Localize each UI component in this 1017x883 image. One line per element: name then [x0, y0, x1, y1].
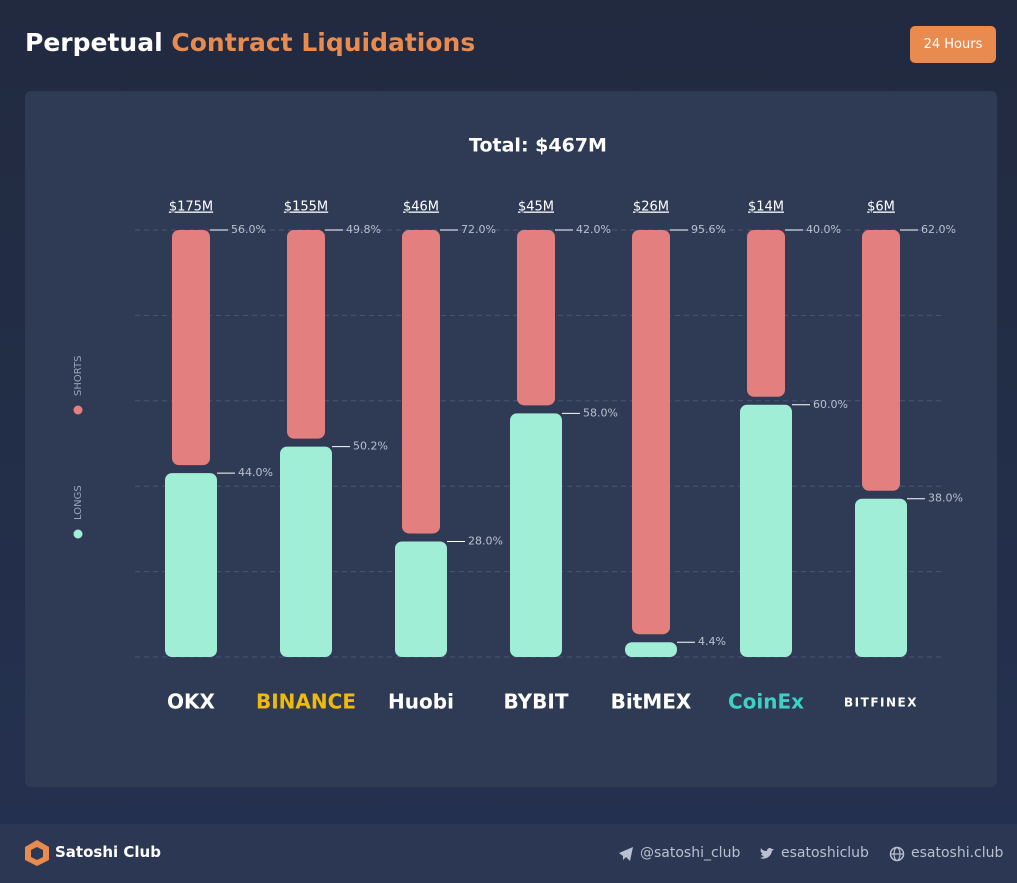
total-label: $45M	[518, 200, 554, 215]
longs-bar	[510, 413, 562, 657]
exchange-logo: BYBIT	[504, 690, 569, 714]
shorts-label: 72.0%	[461, 223, 496, 236]
period-badge[interactable]: 24 Hours	[910, 26, 996, 63]
shorts-label: 42.0%	[576, 223, 611, 236]
shorts-label: 40.0%	[806, 223, 841, 236]
exchange-logo: BINANCE	[256, 690, 356, 714]
longs-bar	[625, 642, 677, 657]
longs-bar	[740, 404, 792, 657]
chart: Total: $467M SHORTS LONGS $175M 56.0% 44.0% O…	[73, 135, 963, 714]
longs-label: 4.4%	[698, 635, 726, 648]
shorts-bar	[402, 230, 440, 534]
shorts-label: 56.0%	[231, 223, 266, 236]
footer: Satoshi Club @satoshi_club esatoshiclub …	[0, 824, 1017, 883]
twitter-link[interactable]: esatoshiclub	[781, 845, 869, 861]
title-part: Perpetual	[25, 28, 163, 57]
shorts-bar	[517, 230, 555, 406]
exchange-logo: CoinEx	[728, 690, 804, 714]
exchange-logo: BitMEX	[611, 690, 692, 714]
longs-label: 44.0%	[238, 466, 273, 479]
longs-label: 28.0%	[468, 534, 503, 547]
web-link[interactable]: esatoshi.club	[911, 845, 1004, 861]
chart-title: Total: $467M	[469, 135, 607, 157]
shorts-label: 95.6%	[691, 223, 726, 236]
brand-name: Satoshi Club	[55, 843, 161, 861]
exchange-logo: OKX	[167, 690, 216, 714]
total-label: $175M	[169, 200, 213, 215]
exchange-logo: BITFINEX	[844, 696, 918, 710]
longs-label: 58.0%	[583, 406, 618, 419]
longs-label: 50.2%	[353, 440, 388, 453]
shorts-label: 49.8%	[346, 223, 381, 236]
page-title: Perpetual Contract Liquidations	[25, 28, 475, 57]
total-label: $26M	[633, 200, 669, 215]
legend-dot	[73, 529, 83, 539]
longs-bar	[395, 541, 447, 657]
longs-label: 60.0%	[813, 398, 848, 411]
shorts-bar	[172, 230, 210, 466]
total-label: $46M	[403, 200, 439, 215]
telegram-icon	[619, 847, 633, 861]
total-label: $155M	[284, 200, 328, 215]
shorts-label: 62.0%	[921, 223, 956, 236]
longs-bar	[165, 473, 217, 657]
legend-label: LONGS	[73, 485, 84, 520]
telegram-link[interactable]: @satoshi_club	[640, 845, 741, 861]
shorts-bar	[632, 230, 670, 635]
twitter-icon	[760, 847, 774, 859]
longs-bar	[280, 446, 332, 657]
total-label: $14M	[748, 200, 784, 215]
title-accent: Contract Liquidations	[171, 28, 476, 57]
legend-dot	[73, 405, 83, 415]
longs-bar	[855, 498, 907, 657]
web-icon	[889, 846, 905, 862]
total-label: $6M	[867, 200, 895, 215]
shorts-bar	[747, 230, 785, 397]
legend-label: SHORTS	[73, 356, 84, 396]
longs-label: 38.0%	[928, 492, 963, 505]
brand-logo	[25, 840, 49, 866]
exchange-logo: Huobi	[388, 690, 454, 714]
shorts-bar	[287, 230, 325, 439]
shorts-bar	[862, 230, 900, 491]
